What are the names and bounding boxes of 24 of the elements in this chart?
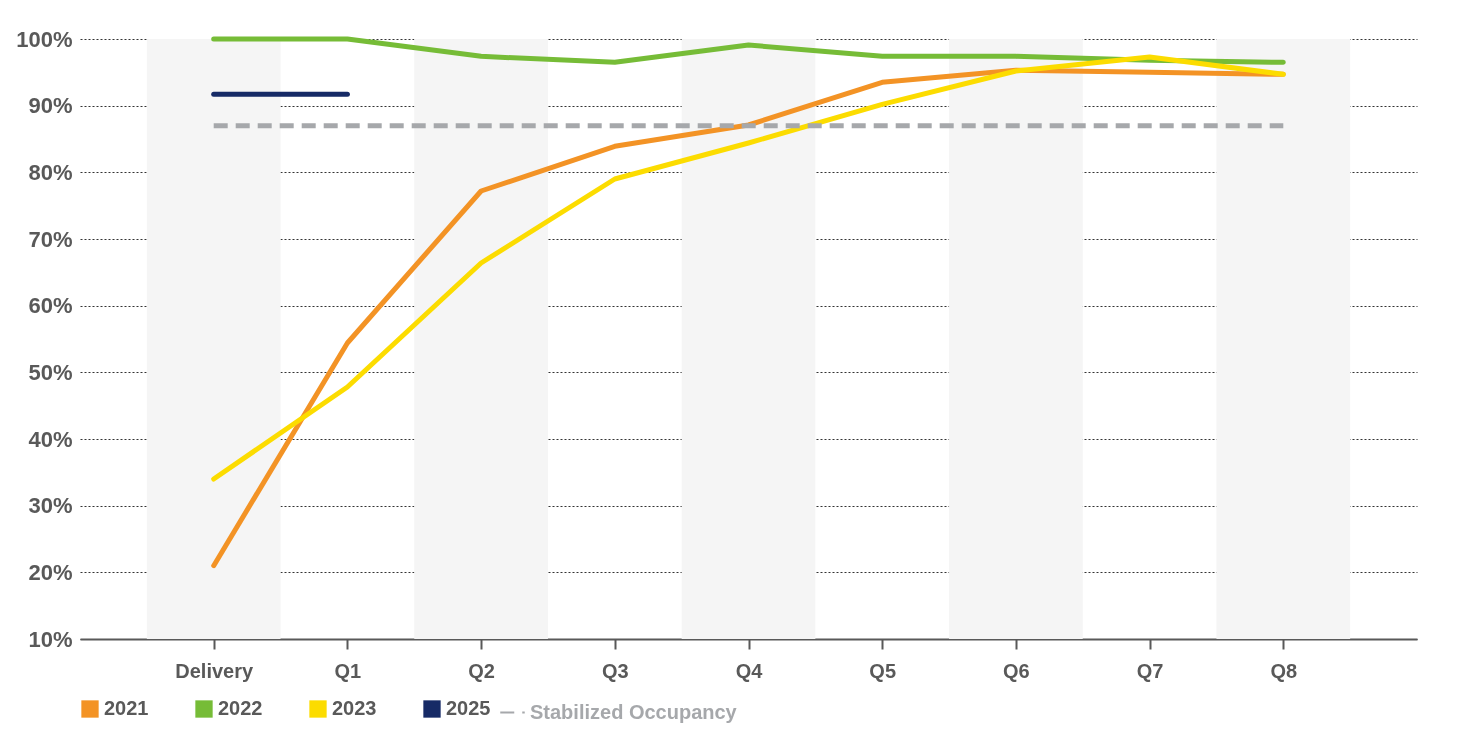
y-tick-label: 40%	[28, 426, 73, 452]
y-tick-label: 80%	[28, 159, 73, 185]
x-tick-label: Q6	[1003, 659, 1030, 682]
legend-label: Stabilized Occupancy	[530, 700, 738, 723]
y-tick-label: 10%	[28, 626, 73, 652]
y-tick-label: 20%	[28, 559, 73, 585]
legend-label: 2025	[446, 697, 491, 719]
legend-label: 2021	[104, 697, 149, 719]
y-tick-label: 70%	[28, 226, 73, 252]
y-tick-label: 50%	[28, 359, 73, 385]
x-tick-label: Q1	[334, 659, 362, 682]
y-tick-label: 90%	[28, 93, 73, 119]
x-tick-label: Q7	[1136, 659, 1164, 682]
y-tick-label: 30%	[28, 493, 73, 519]
x-tick-label: Q3	[601, 659, 629, 682]
y-tick-label: 100%	[16, 26, 73, 52]
legend-label: 2023	[332, 697, 377, 719]
y-tick-label: 60%	[28, 293, 73, 319]
legend-label: 2022	[218, 697, 263, 719]
x-tick-label: Q5	[869, 659, 897, 682]
x-tick-label: Q2	[468, 659, 495, 682]
x-tick-label: Delivery	[175, 659, 254, 682]
x-tick-label: Q8	[1270, 659, 1298, 682]
x-tick-label: Q4	[735, 659, 764, 682]
